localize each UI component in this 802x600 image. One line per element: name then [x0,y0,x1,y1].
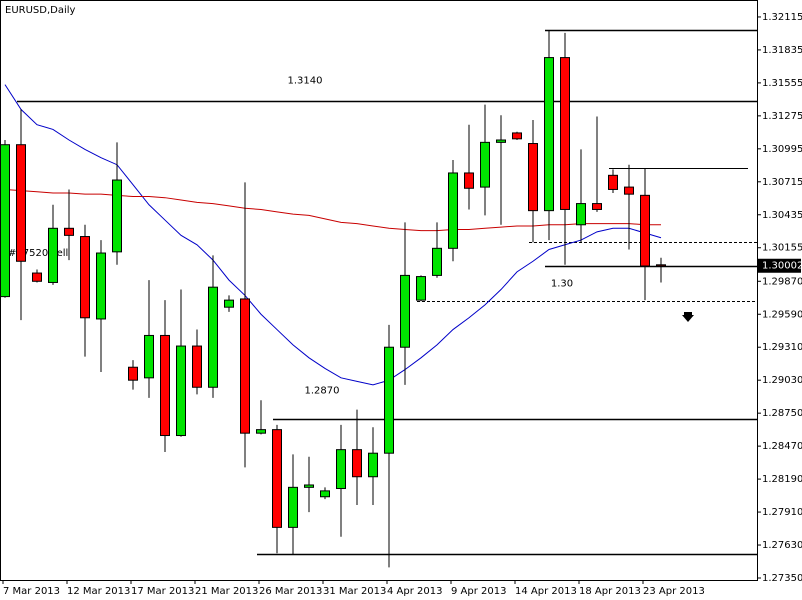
candle-body-up [496,139,506,143]
order-label: #57520 sell [8,248,68,259]
plot-area [0,0,758,581]
x-tick-label: 18 Apr 2013 [579,586,641,597]
candle-body-up [288,486,298,528]
candle-body-up [224,299,234,308]
candle-body-down [640,194,650,267]
x-tick-label: 26 Mar 2013 [259,586,322,597]
candle-body-down [592,203,602,210]
candle-body-up [368,452,378,478]
candle-body-up [480,141,490,188]
candle-body-down [512,132,522,140]
candle-body-up [208,286,218,388]
x-tick-label: 23 Apr 2013 [643,586,705,597]
candle-body-up [544,57,554,212]
candle-body-down [160,334,170,437]
x-tick-label: 17 Mar 2013 [131,586,194,597]
y-tick-label: 1.28190 [762,474,802,485]
y-tick-label: 1.29870 [762,276,802,287]
candle-body-down [608,174,618,190]
candle-body-down [128,366,138,381]
candle-body-down [528,143,538,212]
y-tick-label: 1.29590 [762,309,802,320]
x-tick-label: 12 Mar 2013 [67,586,130,597]
candle-body-down [560,57,570,210]
candle-body-down [272,429,282,528]
y-tick-label: 1.27910 [762,507,802,518]
candle-body-down [240,298,250,434]
candle-body-up [144,334,154,379]
y-tick-label: 1.27350 [762,573,802,584]
candle-body-up [96,252,106,320]
level-label: 1.3140 [288,76,323,87]
y-tick-label: 1.32115 [762,12,802,23]
candle-body-up [112,179,122,253]
candle-body-down [464,172,474,189]
y-tick-label: 1.30995 [762,144,802,155]
y-tick-label: 1.31835 [762,45,802,56]
last-price-label: 1.30002 [762,261,802,272]
y-tick-label: 1.30155 [762,243,802,254]
chart-title: EURUSD,Daily [5,5,76,16]
candle-body-up [336,449,346,490]
y-tick-label: 1.30715 [762,177,802,188]
sell-arrow-icon [684,312,692,315]
candle-body-down [192,345,202,388]
x-tick-label: 9 Apr 2013 [451,586,506,597]
candle-body-up [432,247,442,276]
x-tick-label: 21 Mar 2013 [195,586,258,597]
candle-body-down [656,264,666,267]
candle-body-up [448,172,458,249]
last-price-tag [758,258,801,273]
candle-body-down [624,186,634,195]
y-tick-label: 1.28750 [762,408,802,419]
sell-arrow-icon [682,315,694,322]
x-tick-label: 4 Apr 2013 [387,586,442,597]
y-tick-label: 1.31555 [762,78,802,89]
moving-average-line [4,84,662,386]
y-tick-label: 1.31275 [762,111,802,122]
candle-body-up [400,274,410,348]
x-tick-label: 31 Mar 2013 [323,586,386,597]
y-tick-label: 1.30435 [762,210,802,221]
candle-body-up [176,345,186,437]
y-tick-label: 1.29310 [762,342,802,353]
candle-body-down [16,144,26,262]
candle-body-up [416,276,426,301]
x-tick-label: 7 Mar 2013 [3,586,60,597]
candle-body-up [576,203,586,226]
candle-body-up [320,490,330,498]
candle-body-down [32,272,42,282]
candle-body-up [48,227,58,283]
candle-body-up [384,346,394,454]
candle-body-up [304,484,314,488]
x-tick-label: 14 Apr 2013 [515,586,577,597]
y-tick-label: 1.28470 [762,441,802,452]
candle-body-up [0,144,10,298]
candle-body-down [80,236,90,319]
level-label: 1.2870 [305,386,340,397]
candle-body-up [256,429,266,434]
y-tick-label: 1.29030 [762,375,802,386]
level-label: 1.30 [551,279,573,290]
candle-body-down [352,449,362,478]
candle-body-down [64,227,74,236]
y-tick-label: 1.27630 [762,540,802,551]
